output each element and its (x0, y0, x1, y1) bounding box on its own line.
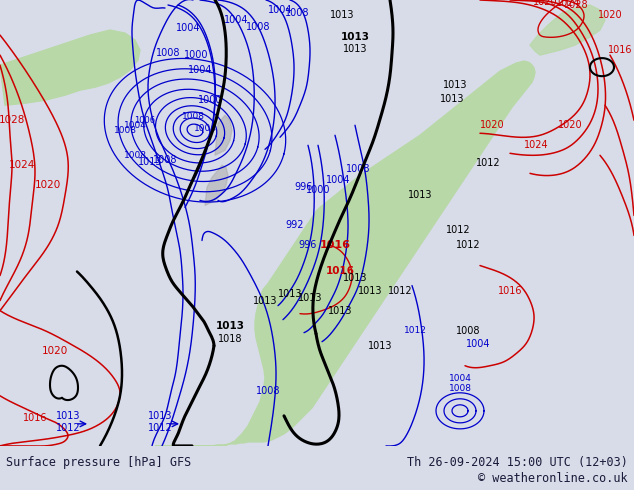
Text: 1013: 1013 (56, 411, 81, 421)
Text: 1020: 1020 (480, 120, 504, 130)
Text: 1012: 1012 (456, 241, 481, 250)
Text: 1013: 1013 (368, 341, 392, 351)
Text: 1013: 1013 (330, 10, 354, 20)
Text: 1013: 1013 (278, 289, 302, 298)
Text: 1008: 1008 (113, 126, 136, 135)
Text: 1020: 1020 (42, 346, 68, 356)
Text: 1008: 1008 (346, 164, 370, 174)
Text: 1000: 1000 (184, 50, 208, 60)
Text: 1028: 1028 (0, 115, 25, 125)
Text: 1013: 1013 (343, 44, 367, 54)
Text: 1013: 1013 (253, 295, 277, 306)
Text: 1008: 1008 (246, 22, 270, 32)
Text: 1013: 1013 (138, 157, 162, 167)
Text: 1020: 1020 (598, 10, 623, 20)
Polygon shape (215, 115, 232, 155)
Text: © weatheronline.co.uk: © weatheronline.co.uk (478, 472, 628, 485)
Text: 1004: 1004 (466, 339, 490, 349)
Text: Th 26-09-2024 15:00 UTC (12+03): Th 26-09-2024 15:00 UTC (12+03) (407, 456, 628, 469)
Text: 1012: 1012 (446, 225, 470, 236)
Text: 1016: 1016 (325, 266, 354, 275)
Text: 1016: 1016 (23, 413, 48, 423)
Text: 1004: 1004 (224, 15, 249, 25)
Text: 1008: 1008 (256, 386, 280, 396)
Text: 1013: 1013 (343, 272, 367, 283)
Text: 1012: 1012 (56, 423, 81, 433)
Text: 1020: 1020 (558, 120, 582, 130)
Polygon shape (205, 165, 228, 205)
Text: 1018: 1018 (217, 334, 242, 343)
Text: 1004: 1004 (176, 23, 200, 33)
Text: 1013: 1013 (358, 286, 382, 295)
Text: 1008: 1008 (448, 384, 472, 393)
Text: 1008: 1008 (285, 8, 309, 18)
Text: 996: 996 (299, 241, 317, 250)
Text: 1013: 1013 (440, 94, 464, 104)
Text: 1006: 1006 (134, 116, 155, 125)
Text: 1024: 1024 (524, 140, 548, 150)
Polygon shape (530, 5, 605, 55)
Text: 1008: 1008 (153, 155, 178, 165)
Text: 1008: 1008 (456, 326, 480, 336)
Text: 1013: 1013 (298, 293, 322, 303)
Text: 996: 996 (295, 182, 313, 193)
Text: 1013: 1013 (408, 191, 432, 200)
Text: 1028: 1028 (564, 0, 588, 10)
Text: 1004: 1004 (188, 65, 212, 75)
Text: 1008: 1008 (181, 112, 205, 121)
Text: 1004: 1004 (268, 5, 292, 15)
Text: 1012: 1012 (476, 158, 500, 169)
Text: 1013: 1013 (443, 80, 467, 90)
Text: 1013: 1013 (328, 306, 353, 316)
Text: 1013: 1013 (216, 320, 245, 331)
Text: 1008: 1008 (156, 48, 180, 58)
Text: 1012: 1012 (387, 286, 412, 295)
Text: 1016: 1016 (320, 241, 351, 250)
Text: 1020: 1020 (533, 0, 557, 7)
Text: 1004: 1004 (124, 121, 146, 130)
Text: 1016: 1016 (608, 45, 632, 55)
Text: 1024: 1024 (9, 160, 36, 171)
Text: 1000: 1000 (198, 95, 223, 105)
Text: 992: 992 (286, 220, 304, 230)
Text: 1004: 1004 (326, 175, 350, 185)
Text: Surface pressure [hPa] GFS: Surface pressure [hPa] GFS (6, 456, 191, 469)
Text: 1013: 1013 (340, 32, 370, 42)
Polygon shape (155, 61, 535, 446)
Text: 1020: 1020 (35, 180, 61, 191)
Text: 1016: 1016 (498, 286, 522, 295)
Text: 1004: 1004 (449, 374, 472, 383)
Text: 1000: 1000 (306, 185, 330, 196)
Text: 1004: 1004 (193, 124, 216, 133)
Text: 1008: 1008 (124, 151, 146, 160)
Text: 1013: 1013 (148, 411, 172, 421)
Text: 1012: 1012 (404, 326, 427, 335)
Polygon shape (0, 30, 140, 105)
Text: 1024: 1024 (555, 0, 580, 8)
Text: 1012: 1012 (148, 423, 172, 433)
